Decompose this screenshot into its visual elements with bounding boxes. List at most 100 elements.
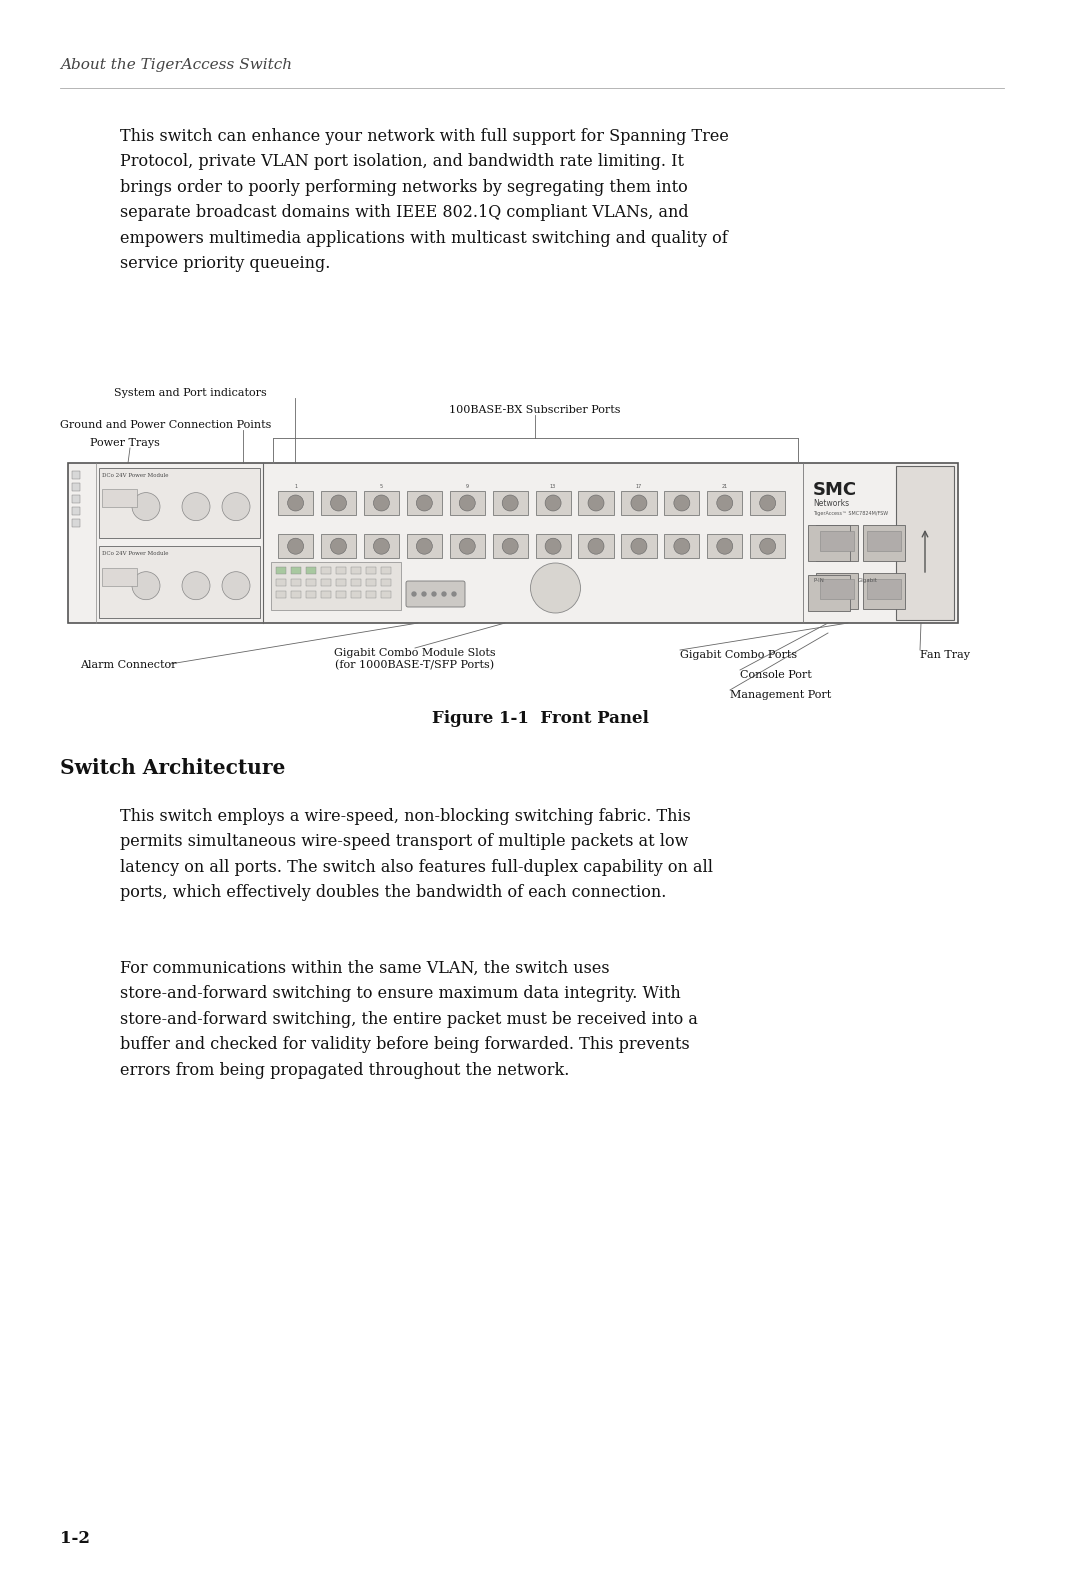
- Bar: [579, 534, 613, 559]
- Bar: [306, 579, 316, 586]
- Text: Switch Architecture: Switch Architecture: [60, 758, 285, 779]
- Bar: [407, 491, 442, 515]
- Circle shape: [132, 493, 160, 521]
- Circle shape: [411, 592, 416, 597]
- Circle shape: [183, 571, 210, 600]
- Text: Alarm Connector: Alarm Connector: [80, 659, 176, 670]
- Text: Networks: Networks: [813, 499, 849, 509]
- Circle shape: [588, 495, 604, 510]
- Bar: [72, 507, 80, 515]
- Bar: [351, 592, 361, 598]
- Circle shape: [287, 495, 303, 510]
- Bar: [306, 567, 316, 575]
- Text: DCo 24V Power Module: DCo 24V Power Module: [102, 473, 168, 477]
- Bar: [364, 491, 399, 515]
- Bar: [808, 575, 850, 611]
- Bar: [492, 534, 528, 559]
- Text: For communications within the same VLAN, the switch uses
store-and-forward switc: For communications within the same VLAN,…: [120, 959, 698, 1079]
- Text: 21: 21: [721, 484, 728, 488]
- Bar: [68, 463, 958, 623]
- Circle shape: [287, 539, 303, 554]
- Circle shape: [132, 571, 160, 600]
- Bar: [867, 531, 901, 551]
- Bar: [102, 568, 137, 586]
- Circle shape: [530, 564, 581, 612]
- FancyBboxPatch shape: [406, 581, 465, 608]
- Bar: [102, 490, 137, 507]
- Bar: [536, 491, 570, 515]
- Text: SMC: SMC: [813, 480, 858, 499]
- Text: 100BASE-BX Subscriber Ports: 100BASE-BX Subscriber Ports: [449, 405, 621, 414]
- Text: P-IN: P-IN: [813, 578, 824, 582]
- Bar: [366, 579, 376, 586]
- Bar: [72, 520, 80, 528]
- Bar: [271, 562, 401, 611]
- Bar: [751, 491, 785, 515]
- Text: 1: 1: [294, 484, 297, 488]
- Circle shape: [631, 539, 647, 554]
- Bar: [820, 579, 854, 600]
- Circle shape: [330, 539, 347, 554]
- Circle shape: [717, 495, 732, 510]
- Bar: [621, 534, 657, 559]
- Bar: [291, 592, 301, 598]
- Text: TigerAccess™ SMC7824M/FSW: TigerAccess™ SMC7824M/FSW: [813, 510, 888, 517]
- Text: DCo 24V Power Module: DCo 24V Power Module: [102, 551, 168, 556]
- Circle shape: [674, 539, 690, 554]
- Circle shape: [442, 592, 446, 597]
- Bar: [407, 534, 442, 559]
- Bar: [321, 567, 330, 575]
- Bar: [291, 579, 301, 586]
- Bar: [336, 592, 346, 598]
- Circle shape: [545, 495, 562, 510]
- Circle shape: [502, 495, 518, 510]
- Circle shape: [759, 539, 775, 554]
- Circle shape: [717, 539, 732, 554]
- Bar: [336, 579, 346, 586]
- Circle shape: [459, 495, 475, 510]
- Text: System and Port indicators: System and Port indicators: [113, 388, 267, 399]
- Bar: [276, 567, 286, 575]
- Circle shape: [631, 495, 647, 510]
- Bar: [664, 491, 700, 515]
- Bar: [707, 491, 742, 515]
- Bar: [664, 534, 700, 559]
- Text: Gigabit Combo Module Slots
(for 1000BASE-T/SFP Ports): Gigabit Combo Module Slots (for 1000BASE…: [334, 648, 496, 670]
- Bar: [579, 491, 613, 515]
- Circle shape: [222, 493, 249, 521]
- Bar: [306, 592, 316, 598]
- Bar: [278, 534, 313, 559]
- Text: This switch can enhance your network with full support for Spanning Tree
Protoco: This switch can enhance your network wit…: [120, 129, 729, 272]
- Circle shape: [417, 539, 432, 554]
- Bar: [321, 592, 330, 598]
- Text: Power Trays: Power Trays: [90, 438, 160, 447]
- Bar: [99, 546, 260, 619]
- Text: 5: 5: [380, 484, 383, 488]
- Bar: [351, 567, 361, 575]
- Bar: [896, 466, 954, 620]
- Bar: [816, 524, 858, 560]
- Bar: [291, 567, 301, 575]
- Circle shape: [545, 539, 562, 554]
- Text: Ground and Power Connection Points: Ground and Power Connection Points: [60, 421, 271, 430]
- Text: Console Port: Console Port: [740, 670, 812, 680]
- Bar: [366, 567, 376, 575]
- Bar: [72, 495, 80, 502]
- Bar: [366, 592, 376, 598]
- Bar: [336, 567, 346, 575]
- Text: 9: 9: [465, 484, 469, 488]
- Circle shape: [374, 495, 390, 510]
- Circle shape: [222, 571, 249, 600]
- Bar: [99, 468, 260, 539]
- Bar: [351, 579, 361, 586]
- Text: 13: 13: [550, 484, 556, 488]
- Bar: [816, 573, 858, 609]
- Text: About the TigerAccess Switch: About the TigerAccess Switch: [60, 58, 292, 72]
- Circle shape: [674, 495, 690, 510]
- Bar: [863, 573, 905, 609]
- Circle shape: [432, 592, 436, 597]
- Bar: [381, 579, 391, 586]
- Text: Management Port: Management Port: [730, 689, 832, 700]
- Text: Gigabit Combo Ports: Gigabit Combo Ports: [680, 650, 797, 659]
- Circle shape: [459, 539, 475, 554]
